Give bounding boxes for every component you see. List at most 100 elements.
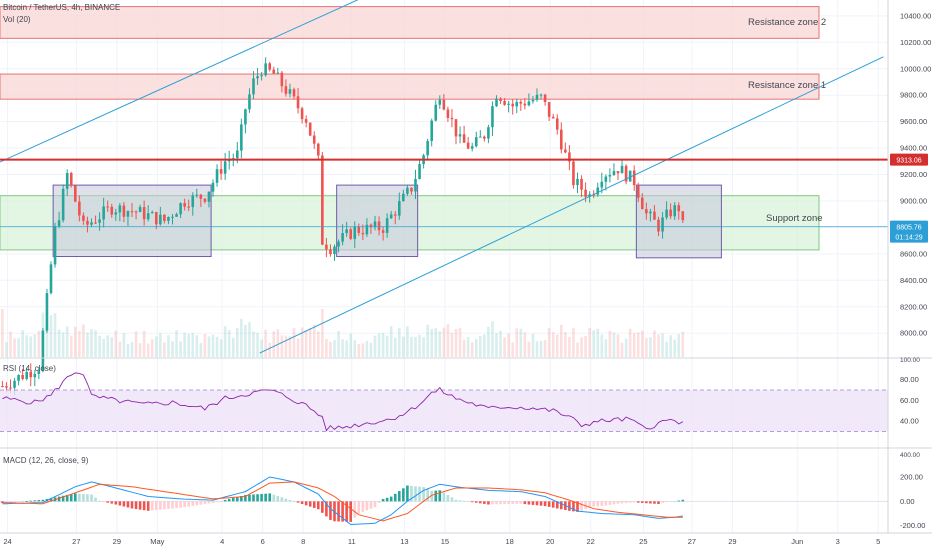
macd-histogram-bar [244, 495, 247, 502]
candle-body [78, 201, 81, 216]
time-axis-label: 4 [220, 537, 224, 546]
candle-body [13, 380, 16, 388]
macd-histogram-bar [365, 501, 369, 511]
macd-histogram-bar [491, 501, 494, 505]
candle-body [487, 127, 490, 139]
candle-body [223, 161, 227, 174]
volume-bar [442, 327, 446, 357]
macd-histogram-bar [624, 501, 628, 504]
candle-body [264, 63, 267, 76]
candle-body [414, 178, 417, 192]
volume-bar [503, 337, 506, 357]
macd-histogram-bar [466, 501, 470, 503]
macd-histogram-bar [495, 501, 498, 505]
volume-bar [608, 330, 612, 357]
candle-body [462, 134, 466, 143]
macd-histogram-bar [341, 501, 344, 522]
macd-histogram-bar [487, 501, 490, 505]
macd-histogram-bar [227, 498, 231, 502]
rsi-legend: RSI (14, close) [3, 364, 56, 373]
candle-body [25, 371, 28, 379]
macd-histogram-bar [641, 501, 644, 503]
volume-bar [430, 329, 433, 357]
macd-histogram-bar [13, 501, 16, 503]
macd-histogram-bar [381, 498, 385, 502]
volume-legend: Vol (20) [3, 15, 31, 24]
macd-histogram-bar [65, 495, 69, 502]
time-axis-label: 5 [876, 537, 880, 546]
volume-bar [450, 332, 454, 357]
volume-bar [25, 335, 28, 357]
volume-bar [126, 344, 130, 357]
candle-body [503, 101, 506, 105]
candle-body [130, 211, 134, 213]
candle-body [171, 216, 174, 218]
volume-bar [479, 335, 482, 357]
volume-bar [98, 335, 101, 357]
volume-bar [264, 329, 267, 357]
candle-body [5, 386, 8, 388]
price-axis-label: 10000.00 [900, 64, 931, 73]
rsi-axis-label: 100.00 [900, 357, 920, 364]
macd-histogram-bar [337, 501, 340, 522]
rsi-axis-label: 80.00 [900, 375, 919, 384]
macd-histogram-bar [110, 501, 114, 504]
price-axis-label: 9000.00 [900, 196, 927, 205]
candle-body [499, 98, 502, 102]
trendline [259, 56, 884, 354]
volume-bar [199, 343, 203, 357]
candle-body [361, 232, 365, 235]
last-price-value: 8805.76 [896, 224, 921, 231]
macd-histogram-bar [155, 501, 158, 511]
volume-bar [33, 334, 37, 357]
candle-body [53, 226, 57, 265]
candle-body [211, 182, 215, 192]
macd-histogram-bar [507, 501, 510, 505]
macd-histogram-bar [215, 501, 219, 503]
volume-bar [458, 328, 462, 357]
volume-bar [669, 335, 672, 357]
volume-bar [211, 334, 215, 357]
volume-bar [398, 328, 401, 357]
candle-body [17, 374, 20, 381]
macd-histogram-bar [560, 501, 563, 510]
symbol-legend: Bitcoin / TetherUS, 4h, BINANCE [3, 3, 121, 12]
candle-body [280, 72, 284, 87]
volume-bar [600, 334, 604, 357]
candle-body [519, 101, 523, 104]
volume-bar [219, 339, 223, 357]
volume-bar [349, 333, 352, 357]
macd-histogram-bar [106, 501, 109, 503]
macd-histogram-bar [653, 501, 656, 504]
candle-body [288, 89, 292, 94]
volume-bar [519, 328, 523, 357]
macd-histogram-bar [458, 500, 462, 502]
price-axis-label: 8000.00 [900, 329, 927, 338]
volume-bar [163, 342, 166, 357]
candle-body [612, 171, 616, 176]
candle-body [179, 203, 182, 215]
macd-histogram-bar [645, 501, 648, 504]
volume-bar [649, 337, 652, 357]
price-axis-label: 9200.00 [900, 170, 927, 179]
volume-bar [94, 330, 97, 357]
volume-bar [588, 327, 591, 357]
macd-histogram-bar [207, 501, 211, 504]
candle-body [21, 374, 24, 379]
candle-body [669, 209, 672, 217]
candle-body [402, 193, 405, 202]
macd-histogram-bar [357, 501, 361, 514]
candle-body [57, 220, 61, 227]
candle-body [588, 194, 591, 197]
macd-histogram-bar [138, 501, 142, 510]
candle-body [41, 330, 45, 371]
candle-body [393, 214, 397, 216]
time-axis-label: 29 [113, 537, 121, 546]
candle-body [61, 188, 65, 221]
macd-histogram-bar [21, 501, 24, 503]
volume-bar [393, 337, 397, 357]
candle-body [82, 215, 85, 221]
candle-body [325, 244, 328, 250]
candle-body [434, 104, 438, 121]
